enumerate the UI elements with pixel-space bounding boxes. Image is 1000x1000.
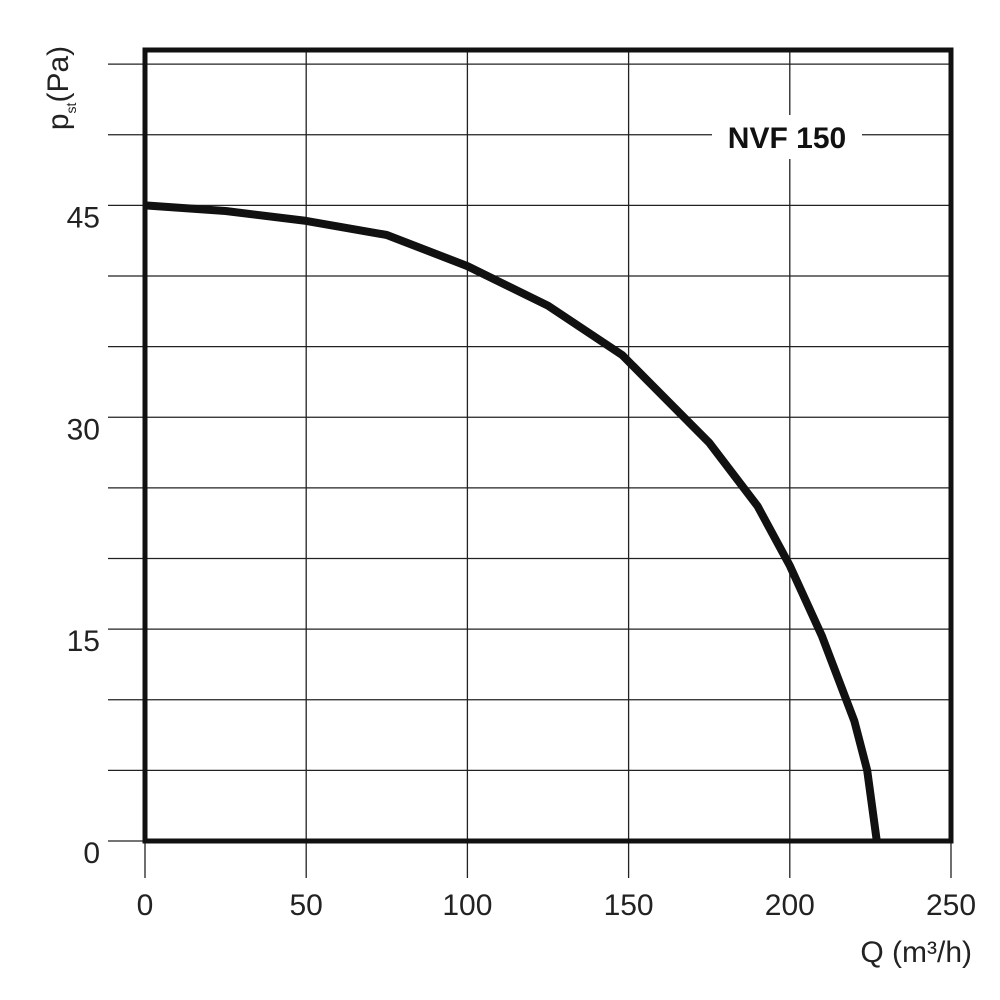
x-axis-title: Q (m³/h) (860, 936, 972, 969)
x-tick-label: 250 (926, 889, 976, 922)
x-tick-label: 0 (137, 889, 154, 922)
series-annotation: NVF 150 (728, 122, 846, 155)
y-tick-label: 15 (67, 625, 100, 658)
plot-frame (142, 47, 954, 844)
y-tick-label: 30 (67, 413, 100, 446)
tick-label-layer: 0 50 100 150 200 250 0 15 30 45 (67, 201, 976, 922)
y-axis-title-symbol: p (42, 113, 75, 130)
y-tick-label: 45 (67, 201, 100, 234)
grid-layer (108, 50, 952, 878)
y-axis-title-subscript: st (63, 102, 79, 113)
pressure-flow-curve (144, 201, 881, 842)
y-tick-label: 0 (83, 837, 100, 870)
x-tick-label: 200 (765, 889, 815, 922)
y-axis-title-unit: (Pa) (42, 46, 75, 103)
annotation-background (712, 115, 862, 159)
x-tick-label: 100 (442, 889, 492, 922)
y-axis-title: pst(Pa) (42, 46, 79, 130)
x-tick-label: 50 (290, 889, 323, 922)
curve-layer (144, 201, 881, 842)
x-tick-label: 150 (604, 889, 654, 922)
